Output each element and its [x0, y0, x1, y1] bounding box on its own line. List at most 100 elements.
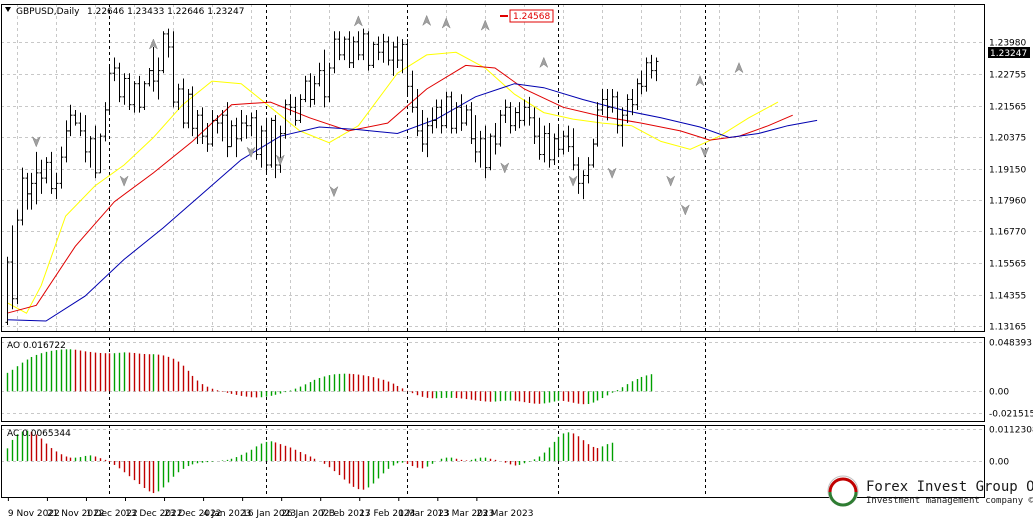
price-bar — [10, 225, 15, 310]
price-bar — [464, 104, 469, 126]
price-bar — [405, 39, 410, 95]
fractal-up-icon — [148, 38, 158, 50]
price-bar — [205, 123, 210, 152]
price-bar — [73, 109, 78, 126]
fractals — [31, 14, 744, 216]
price-bar — [361, 28, 366, 61]
price-bar — [498, 109, 503, 147]
price-bar — [166, 28, 171, 58]
price-bar — [654, 57, 659, 82]
price-bar — [327, 62, 332, 103]
fractal-down-icon — [246, 146, 256, 158]
price-bar — [586, 157, 591, 184]
price-bar — [181, 78, 186, 129]
time-tick-label: 9 Nov 2022 — [8, 509, 60, 519]
price-bar — [190, 86, 195, 137]
price-bar — [137, 75, 142, 113]
price-bar — [200, 107, 205, 145]
price-tick-label: 1.23980 — [989, 39, 1026, 49]
collapse-triangle-icon[interactable] — [5, 7, 11, 12]
panel-frame-0 — [1, 4, 985, 332]
price-tick-label: 1.22755 — [989, 71, 1026, 81]
fractal-down-icon — [329, 185, 339, 198]
price-bar — [649, 54, 654, 79]
price-tick-label: 1.14355 — [989, 292, 1026, 302]
price-bar — [88, 136, 93, 168]
symbol-label: GBPUSD,Daily — [16, 7, 80, 17]
price-axis: 1.23980 1.22755 1.21565 1.20375 1.19150 1.179… — [989, 39, 1033, 468]
price-tick-label: 1.20375 — [989, 134, 1026, 144]
time-tick-label: 21 Nov 2022 — [47, 509, 105, 519]
price-bar — [156, 57, 161, 100]
price-bar — [20, 167, 25, 226]
marker-label-text: 1.24568 — [513, 12, 550, 22]
panel-frames — [1, 4, 985, 498]
price-bar — [532, 107, 537, 145]
price-bar — [239, 109, 244, 142]
time-tick-label: 16 Jan 2023 — [242, 509, 296, 519]
price-bar — [630, 88, 635, 116]
price-bar — [273, 115, 278, 179]
price-bar — [371, 41, 376, 68]
price-bar — [620, 107, 625, 147]
price-bar — [508, 102, 513, 134]
price-bar — [395, 36, 400, 68]
price-bar — [547, 123, 552, 168]
time-tick-label: 13 Mar 2023 — [437, 509, 494, 519]
price-bar — [469, 102, 474, 145]
price-bar — [215, 115, 220, 134]
logo-red-arc — [828, 477, 858, 493]
time-tick-label: 7 Feb 2023 — [320, 509, 370, 519]
fractal-down-icon — [500, 162, 510, 174]
price-bar — [459, 94, 464, 131]
ao-tick-label: 0.048393 — [989, 339, 1032, 349]
ac-tick-label: 0.0112308 — [989, 426, 1033, 436]
price-bars — [5, 28, 659, 325]
price-bar — [322, 49, 327, 108]
price-bar — [117, 62, 122, 103]
fractal-up-icon — [422, 14, 432, 27]
fractal-up-icon — [480, 19, 490, 31]
price-bar — [249, 112, 254, 137]
price-bar — [517, 102, 522, 129]
price-bar — [103, 102, 108, 142]
price-bar — [283, 99, 288, 139]
fractal-up-icon — [695, 75, 705, 87]
price-bar — [542, 125, 547, 163]
price-bar — [210, 109, 215, 147]
price-bar — [264, 117, 269, 173]
price-bar — [347, 31, 352, 68]
fractal-down-icon — [275, 154, 285, 166]
price-bar — [107, 65, 112, 113]
fractal-down-icon — [666, 175, 676, 187]
price-bar — [635, 78, 640, 110]
price-bar — [5, 256, 10, 325]
price-bar — [278, 125, 283, 173]
price-bar — [259, 125, 264, 168]
price-bar — [376, 36, 381, 61]
price-bar — [444, 91, 449, 129]
current-price-text: 1.23247 — [990, 49, 1027, 59]
fractal-down-icon — [607, 167, 617, 179]
price-bar — [454, 102, 459, 134]
price-bar — [610, 88, 615, 113]
price-bar — [337, 31, 342, 61]
price-bar — [473, 115, 478, 163]
fractal-down-icon — [680, 204, 690, 216]
price-bar — [566, 125, 571, 152]
price-bar — [434, 99, 439, 129]
company-tagline: Investment management company © — [866, 496, 1033, 506]
fractal-up-icon — [734, 61, 744, 74]
price-bar — [591, 138, 596, 168]
price-bar — [288, 94, 293, 116]
price-marker[interactable]: 1.24568 — [500, 9, 554, 23]
price-bar — [39, 159, 44, 194]
price-bar — [381, 33, 386, 63]
time-tick-label: 4 Jan 2023 — [203, 509, 251, 519]
price-bar — [78, 112, 83, 137]
company-watermark: Forex Invest Group OU Investment managem… — [827, 475, 1033, 507]
price-bar — [513, 107, 518, 131]
